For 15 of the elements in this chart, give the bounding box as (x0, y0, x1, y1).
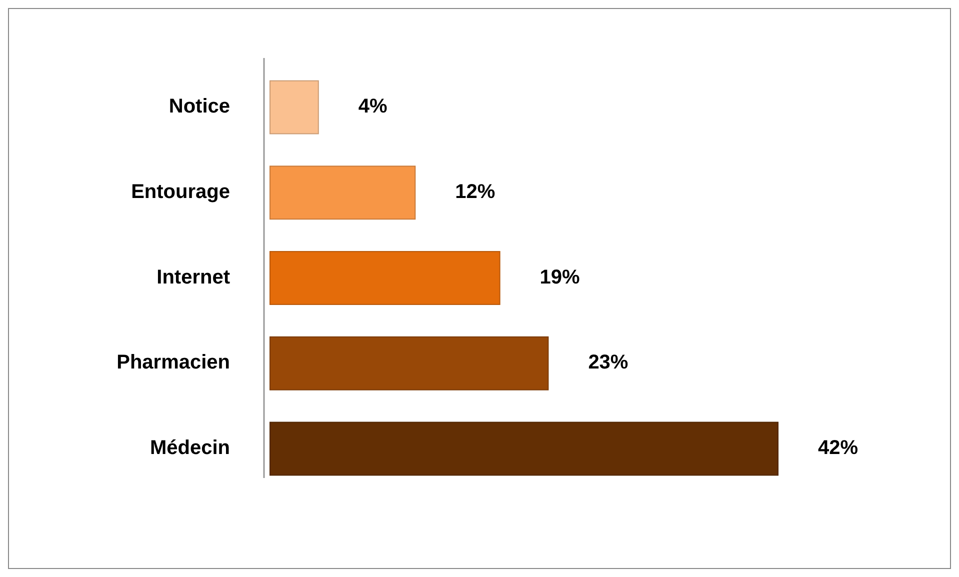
y-tick-label: Pharmacien (116, 352, 230, 374)
data-label: 19% (540, 266, 580, 288)
y-tick-label: Internet (156, 266, 230, 288)
bar (270, 166, 416, 220)
bar (270, 251, 500, 305)
bar (270, 422, 778, 476)
y-tick-label: Médecin (150, 437, 230, 460)
y-tick-label: Notice (168, 96, 230, 118)
data-label: 4% (358, 96, 388, 118)
bar (270, 80, 319, 134)
data-label: 12% (455, 180, 496, 203)
y-tick-label: Entourage (131, 180, 230, 203)
data-label: 42% (818, 437, 858, 460)
data-label: 23% (588, 352, 628, 374)
bar (270, 336, 549, 390)
